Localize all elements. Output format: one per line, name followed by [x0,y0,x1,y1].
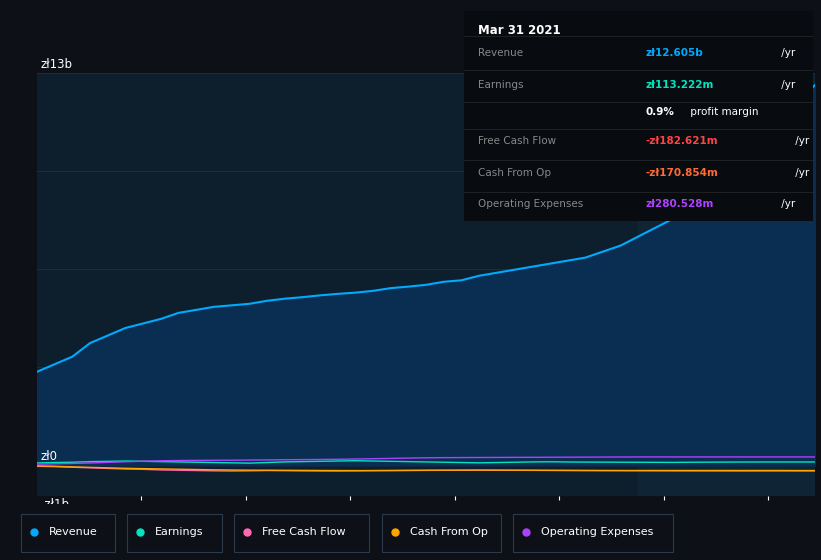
Text: /yr: /yr [778,48,796,58]
Text: 0.9%: 0.9% [645,107,674,117]
Text: -zł170.854m: -zł170.854m [645,168,718,178]
Text: Operating Expenses: Operating Expenses [541,527,654,537]
Text: Cash From Op: Cash From Op [410,527,488,537]
Bar [638,73,815,496]
Text: zł13b: zł13b [41,58,73,71]
Text: Earnings: Earnings [155,527,204,537]
Text: Revenue: Revenue [478,48,523,58]
Text: profit margin: profit margin [687,107,759,117]
Text: /yr: /yr [778,199,796,209]
Text: Cash From Op: Cash From Op [478,168,551,178]
Text: zł12.605b: zł12.605b [645,48,703,58]
Text: Earnings: Earnings [478,80,523,90]
Text: Free Cash Flow: Free Cash Flow [478,137,556,146]
Text: /yr: /yr [791,137,810,146]
Text: -zł1b: -zł1b [41,498,70,511]
Text: Free Cash Flow: Free Cash Flow [262,527,346,537]
Text: zł0: zł0 [41,450,57,463]
Text: /yr: /yr [791,168,810,178]
Text: Operating Expenses: Operating Expenses [478,199,583,209]
Text: zł113.222m: zł113.222m [645,80,713,90]
Text: /yr: /yr [778,80,796,90]
Text: Mar 31 2021: Mar 31 2021 [478,24,561,37]
Text: -zł182.621m: -zł182.621m [645,137,718,146]
Text: zł280.528m: zł280.528m [645,199,713,209]
Text: Revenue: Revenue [48,527,97,537]
